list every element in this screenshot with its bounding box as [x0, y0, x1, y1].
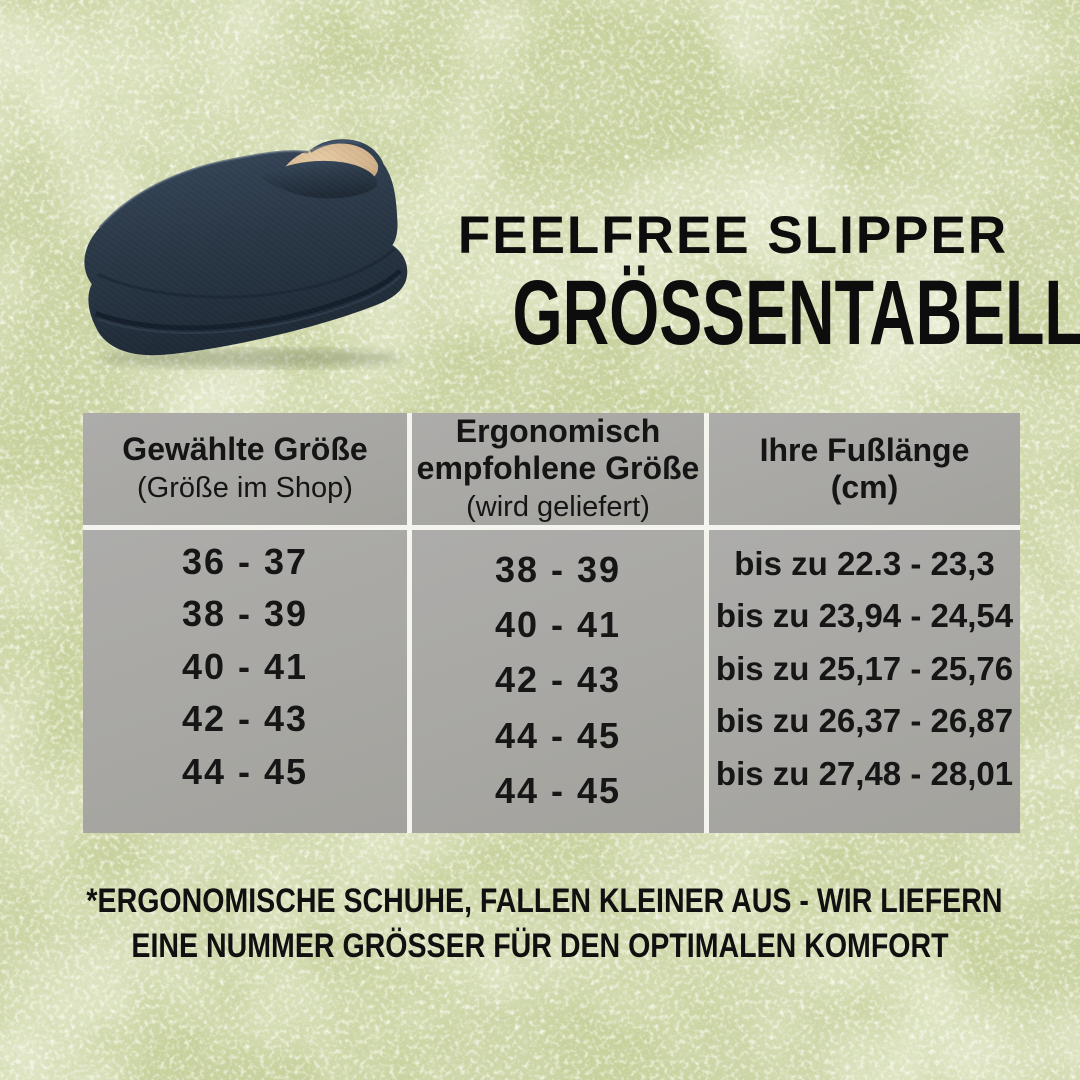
foot-length-value: bis zu 26,37 - 26,87 [715, 702, 1014, 739]
size-value: 38 - 39 [181, 593, 309, 634]
size-value: 44 - 45 [494, 714, 622, 756]
size-value: 44 - 45 [494, 769, 622, 811]
foot-length-value: bis zu 27,48 - 28,01 [715, 754, 1014, 792]
column-title: Ergonomisch [455, 412, 661, 449]
column-title: Ihre Fußlänge [759, 431, 970, 468]
foot-length-value: bis zu 23,94 - 24,54 [715, 597, 1014, 634]
size-table: Gewählte Größe (Größe im Shop) Ergonomis… [83, 413, 1020, 833]
slipper-product-image [84, 139, 408, 369]
column-header-foot-length: Ihre Fußlänge (cm) [709, 413, 1020, 525]
size-value: 42 - 43 [494, 659, 622, 701]
column-title: empfohlene Größe [416, 449, 700, 486]
size-value: 40 - 41 [181, 645, 309, 687]
size-value: 44 - 45 [181, 750, 309, 792]
column-header-recommended-size: Ergonomisch empfohlene Größe (wird gelie… [412, 413, 704, 525]
column-values-foot-length: bis zu 22.3 - 23,3 bis zu 23,94 - 24,54 … [709, 530, 1020, 833]
footnote-line-2: EINE NUMMER GRÖSSER FÜR DEN OPTIMALEN KO… [131, 926, 949, 965]
size-value: 38 - 39 [494, 549, 622, 591]
column-title: (cm) [830, 469, 899, 505]
title-line-2: GRÖSSENTABELLE [512, 261, 1080, 364]
column-values-shop-size: 36 - 37 38 - 39 40 - 41 42 - 43 44 - 45 [83, 530, 407, 833]
slipper-weave-texture [84, 139, 408, 356]
foot-length-value: bis zu 25,17 - 25,76 [715, 649, 1014, 687]
column-header-shop-size: Gewählte Größe (Größe im Shop) [83, 413, 407, 525]
footnote: *ERGONOMISCHE SCHUHE, FALLEN KLEINER AUS… [0, 879, 1080, 969]
size-value: 40 - 41 [494, 604, 622, 646]
column-title: Gewählte Größe [122, 431, 368, 468]
column-subtitle: (Größe im Shop) [137, 472, 353, 505]
size-value: 36 - 37 [181, 540, 309, 582]
column-subtitle: (wird geliefert) [466, 490, 650, 523]
foot-length-value: bis zu 22.3 - 23,3 [734, 544, 995, 582]
size-value: 42 - 43 [181, 698, 309, 739]
title-line-1: FEELFREE SLIPPER [457, 206, 1009, 265]
column-values-recommended-size: 38 - 39 40 - 41 42 - 43 44 - 45 44 - 45 [412, 530, 704, 833]
footnote-line-1: *ERGONOMISCHE SCHUHE, FALLEN KLEINER AUS… [86, 882, 1003, 920]
page-title: FEELFREE SLIPPER GRÖSSENTABELLE [418, 206, 1080, 364]
